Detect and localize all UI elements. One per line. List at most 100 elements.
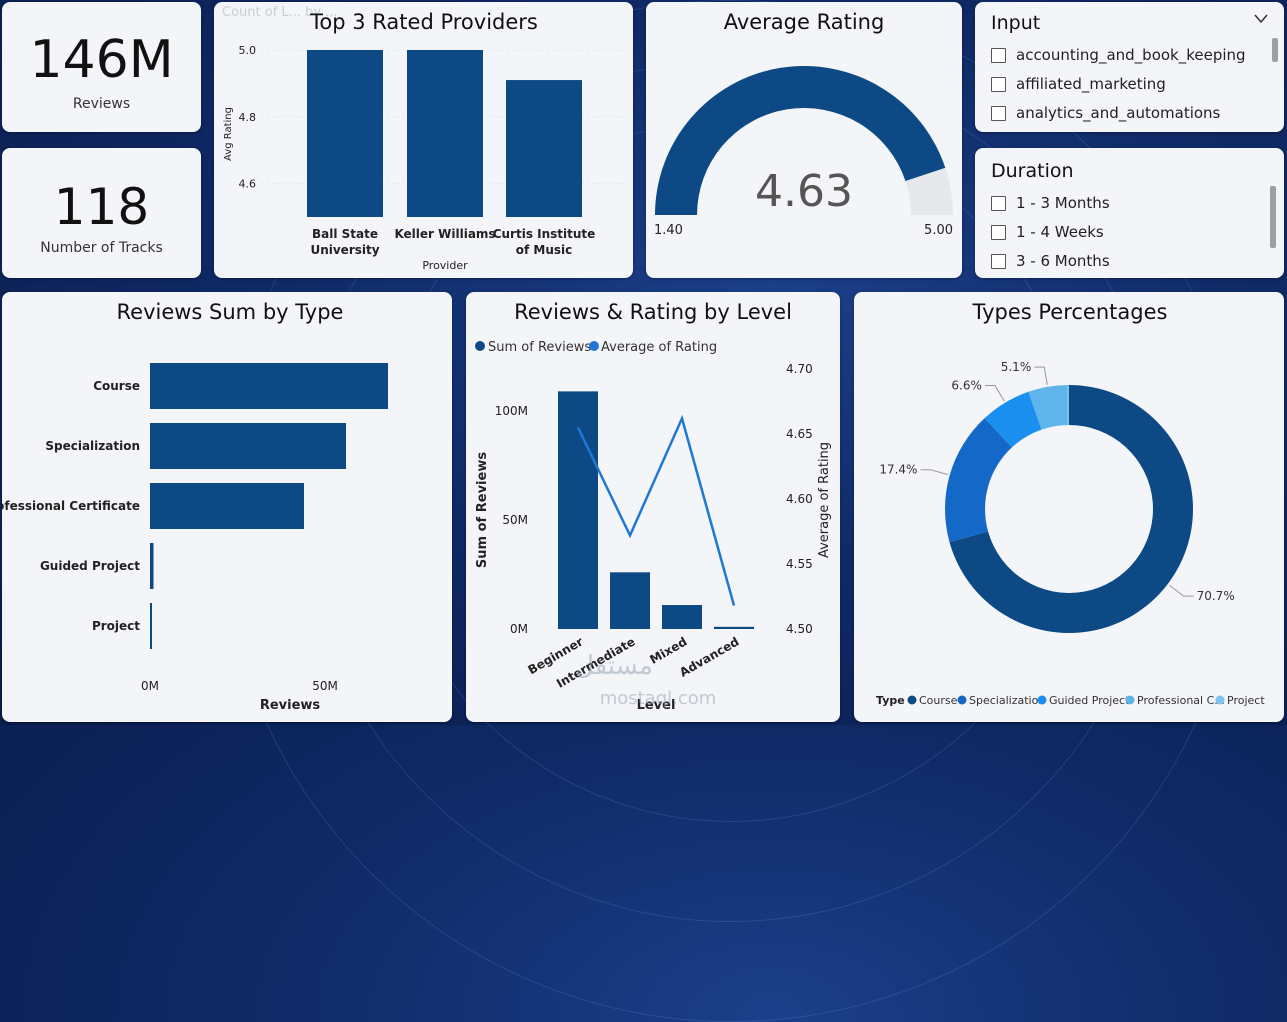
option-label: analytics_and_automations [1016, 104, 1220, 122]
bar [558, 391, 598, 629]
legend-marker [958, 696, 967, 705]
gauge-max-label: 5.00 [924, 223, 953, 238]
kpi-tracks-label: Number of Tracks [2, 240, 201, 256]
donut-slice [945, 418, 1012, 542]
duration-slicer-option[interactable]: 1 - 4 Weeks [991, 223, 1104, 241]
bar [150, 423, 346, 469]
duration-slicer[interactable]: Duration 1 - 3 Months 1 - 4 Weeks 3 - 6 … [975, 148, 1284, 278]
legend-item: Project [1227, 694, 1265, 707]
scrollbar[interactable] [1270, 186, 1276, 248]
y-tick-label: Professional Certificate [2, 499, 140, 513]
kpi-reviews-value: 146M [2, 30, 201, 90]
chart-title: Top 3 Rated Providers [309, 10, 538, 34]
gauge-chart: Average Rating 4.63 1.40 5.00 [646, 2, 962, 278]
gauge-value: 4.63 [755, 166, 853, 217]
bar [662, 605, 702, 629]
legend-item: Course [919, 694, 958, 707]
option-label: 1 - 3 Months [1016, 194, 1110, 212]
watermark-text: مستقل [575, 651, 653, 681]
bar [150, 543, 154, 589]
types-donut-chart: Types Percentages 70.7%17.4%6.6%5.1% Typ… [854, 292, 1284, 722]
bar [150, 603, 152, 649]
y-tick-label: 5.0 [239, 44, 257, 57]
data-label: 5.1% [1001, 360, 1032, 374]
checkbox[interactable] [991, 225, 1006, 240]
x-tick-label: Ball State [312, 227, 378, 241]
input-slicer-title: Input [991, 12, 1040, 34]
y-right-tick-label: 4.55 [786, 557, 813, 571]
x-tick-label: of Music [516, 243, 573, 257]
watermark-text: mostaql.com [600, 688, 717, 709]
level-combo-chart: Reviews & Rating by Level Sum of Reviews… [466, 292, 840, 722]
kpi-card-tracks[interactable]: 118 Number of Tracks [2, 148, 201, 278]
y-tick-label: Specialization [45, 439, 140, 453]
chevron-down-icon[interactable] [1254, 14, 1268, 24]
legend-item: Guided Project [1049, 694, 1130, 707]
types-percentages-card[interactable]: Types Percentages 70.7%17.4%6.6%5.1% Typ… [854, 292, 1284, 722]
label-leader [1034, 367, 1047, 385]
data-label: 6.6% [951, 379, 982, 393]
kpi-tracks-value: 118 [2, 178, 201, 236]
checkbox[interactable] [991, 254, 1006, 269]
checkbox[interactable] [991, 48, 1006, 63]
input-slicer-option[interactable]: accounting_and_book_keeping [991, 46, 1246, 64]
input-slicer-option[interactable]: affiliated_marketing [991, 75, 1166, 93]
x-tick-label: Advanced [677, 634, 741, 679]
y-tick-label: Project [92, 619, 140, 633]
duration-slicer-option[interactable]: 3 - 6 Months [991, 252, 1110, 270]
checkbox[interactable] [991, 196, 1006, 211]
chart-title: Types Percentages [972, 300, 1168, 324]
y-tick-label: Guided Project [40, 559, 140, 573]
legend-item: Average of Rating [601, 340, 717, 355]
bar [150, 483, 304, 529]
y-tick-label: Course [93, 379, 140, 393]
legend-marker [475, 341, 485, 351]
bar [307, 50, 383, 217]
x-tick-label: 0M [141, 679, 159, 693]
bar [150, 363, 388, 409]
y-tick-label: 4.8 [239, 111, 257, 124]
y-right-tick-label: 4.65 [786, 427, 813, 441]
chart-title: Reviews & Rating by Level [514, 300, 792, 324]
y-right-tick-label: 4.50 [786, 622, 813, 636]
duration-slicer-option[interactable]: 1 - 3 Months [991, 194, 1110, 212]
scrollbar[interactable] [1272, 38, 1278, 62]
x-tick-label: University [310, 243, 379, 257]
y-axis-label: Sum of Reviews [475, 452, 490, 568]
level-chart-card[interactable]: Reviews & Rating by Level Sum of Reviews… [466, 292, 840, 722]
input-slicer[interactable]: Input accounting_and_book_keeping affili… [975, 2, 1284, 132]
legend-item: Sum of Reviews [488, 340, 591, 355]
option-label: 1 - 4 Weeks [1016, 223, 1104, 241]
legend-marker [1216, 696, 1225, 705]
legend-marker [1126, 696, 1135, 705]
checkbox[interactable] [991, 106, 1006, 121]
legend-title: Type [876, 694, 905, 707]
data-label: 70.7% [1197, 589, 1235, 603]
y-tick-label: 50M [502, 513, 528, 527]
rating-line [578, 418, 734, 605]
legend-marker [908, 696, 917, 705]
legend-marker [589, 341, 599, 351]
y-right-tick-label: 4.70 [786, 362, 813, 376]
bar [714, 627, 754, 629]
legend-item: Professional C... [1137, 694, 1225, 707]
x-axis-label: Provider [422, 259, 468, 272]
option-label: accounting_and_book_keeping [1016, 46, 1246, 64]
bar [407, 50, 483, 217]
input-slicer-option[interactable]: analytics_and_automations [991, 104, 1220, 122]
x-tick-label: Mixed [647, 634, 689, 666]
chart-title: Average Rating [724, 10, 885, 34]
reviews-by-type-chart: Reviews Sum by Type CourseSpecialization… [2, 292, 452, 722]
checkbox[interactable] [991, 77, 1006, 92]
bar [506, 80, 582, 217]
bar [610, 572, 650, 629]
y-right-tick-label: 4.60 [786, 492, 813, 506]
average-rating-card[interactable]: Average Rating 4.63 1.40 5.00 [646, 2, 962, 278]
kpi-reviews-label: Reviews [2, 96, 201, 112]
option-label: 3 - 6 Months [1016, 252, 1110, 270]
legend-marker [1038, 696, 1047, 705]
top-providers-card[interactable]: Count of L... by ... Top 3 Rated Provide… [214, 2, 633, 278]
kpi-card-reviews[interactable]: 146M Reviews [2, 2, 201, 132]
label-leader [920, 470, 947, 475]
